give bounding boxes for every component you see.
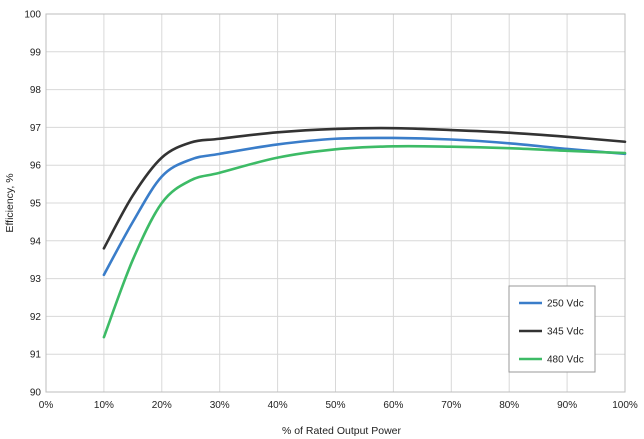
- x-tick-label: 40%: [268, 400, 288, 411]
- x-tick-label: 80%: [499, 400, 519, 411]
- x-tick-labels: 0% 10% 20% 30% 40% 50% 60% 70% 80% 90% 100%: [39, 400, 638, 411]
- y-tick-label: 99: [30, 47, 42, 58]
- y-tick-label: 96: [30, 161, 42, 172]
- y-tick-label: 92: [30, 312, 42, 323]
- legend-label-345-vdc: 345 Vdc: [547, 327, 584, 338]
- y-tick-label: 97: [30, 123, 42, 134]
- series-line-250-vdc: [104, 138, 625, 275]
- x-tick-label: 100%: [612, 400, 638, 411]
- y-tick-label: 100: [24, 10, 41, 21]
- x-tick-label: 50%: [325, 400, 345, 411]
- y-tick-label: 91: [30, 350, 42, 361]
- y-tick-label: 98: [30, 85, 42, 96]
- x-tick-label: 30%: [210, 400, 230, 411]
- legend-label-480-vdc: 480 Vdc: [547, 355, 584, 366]
- y-tick-label: 95: [30, 199, 42, 210]
- legend: 250 Vdc 345 Vdc 480 Vdc: [509, 286, 595, 372]
- y-tick-labels: 90 91 92 93 94 95 96 97 98 99 100: [24, 10, 41, 399]
- x-axis-label: % of Rated Output Power: [282, 425, 402, 437]
- x-tick-label: 0%: [39, 400, 54, 411]
- y-axis-label: Efficiency, %: [4, 173, 16, 232]
- y-tick-label: 94: [30, 236, 42, 247]
- x-tick-label: 60%: [383, 400, 403, 411]
- x-tick-label: 90%: [557, 400, 577, 411]
- x-tick-label: 10%: [94, 400, 114, 411]
- x-tick-label: 20%: [152, 400, 172, 411]
- legend-label-250-vdc: 250 Vdc: [547, 299, 584, 310]
- x-tick-label: 70%: [441, 400, 461, 411]
- y-tick-label: 93: [30, 274, 42, 285]
- y-tick-label: 90: [30, 388, 42, 399]
